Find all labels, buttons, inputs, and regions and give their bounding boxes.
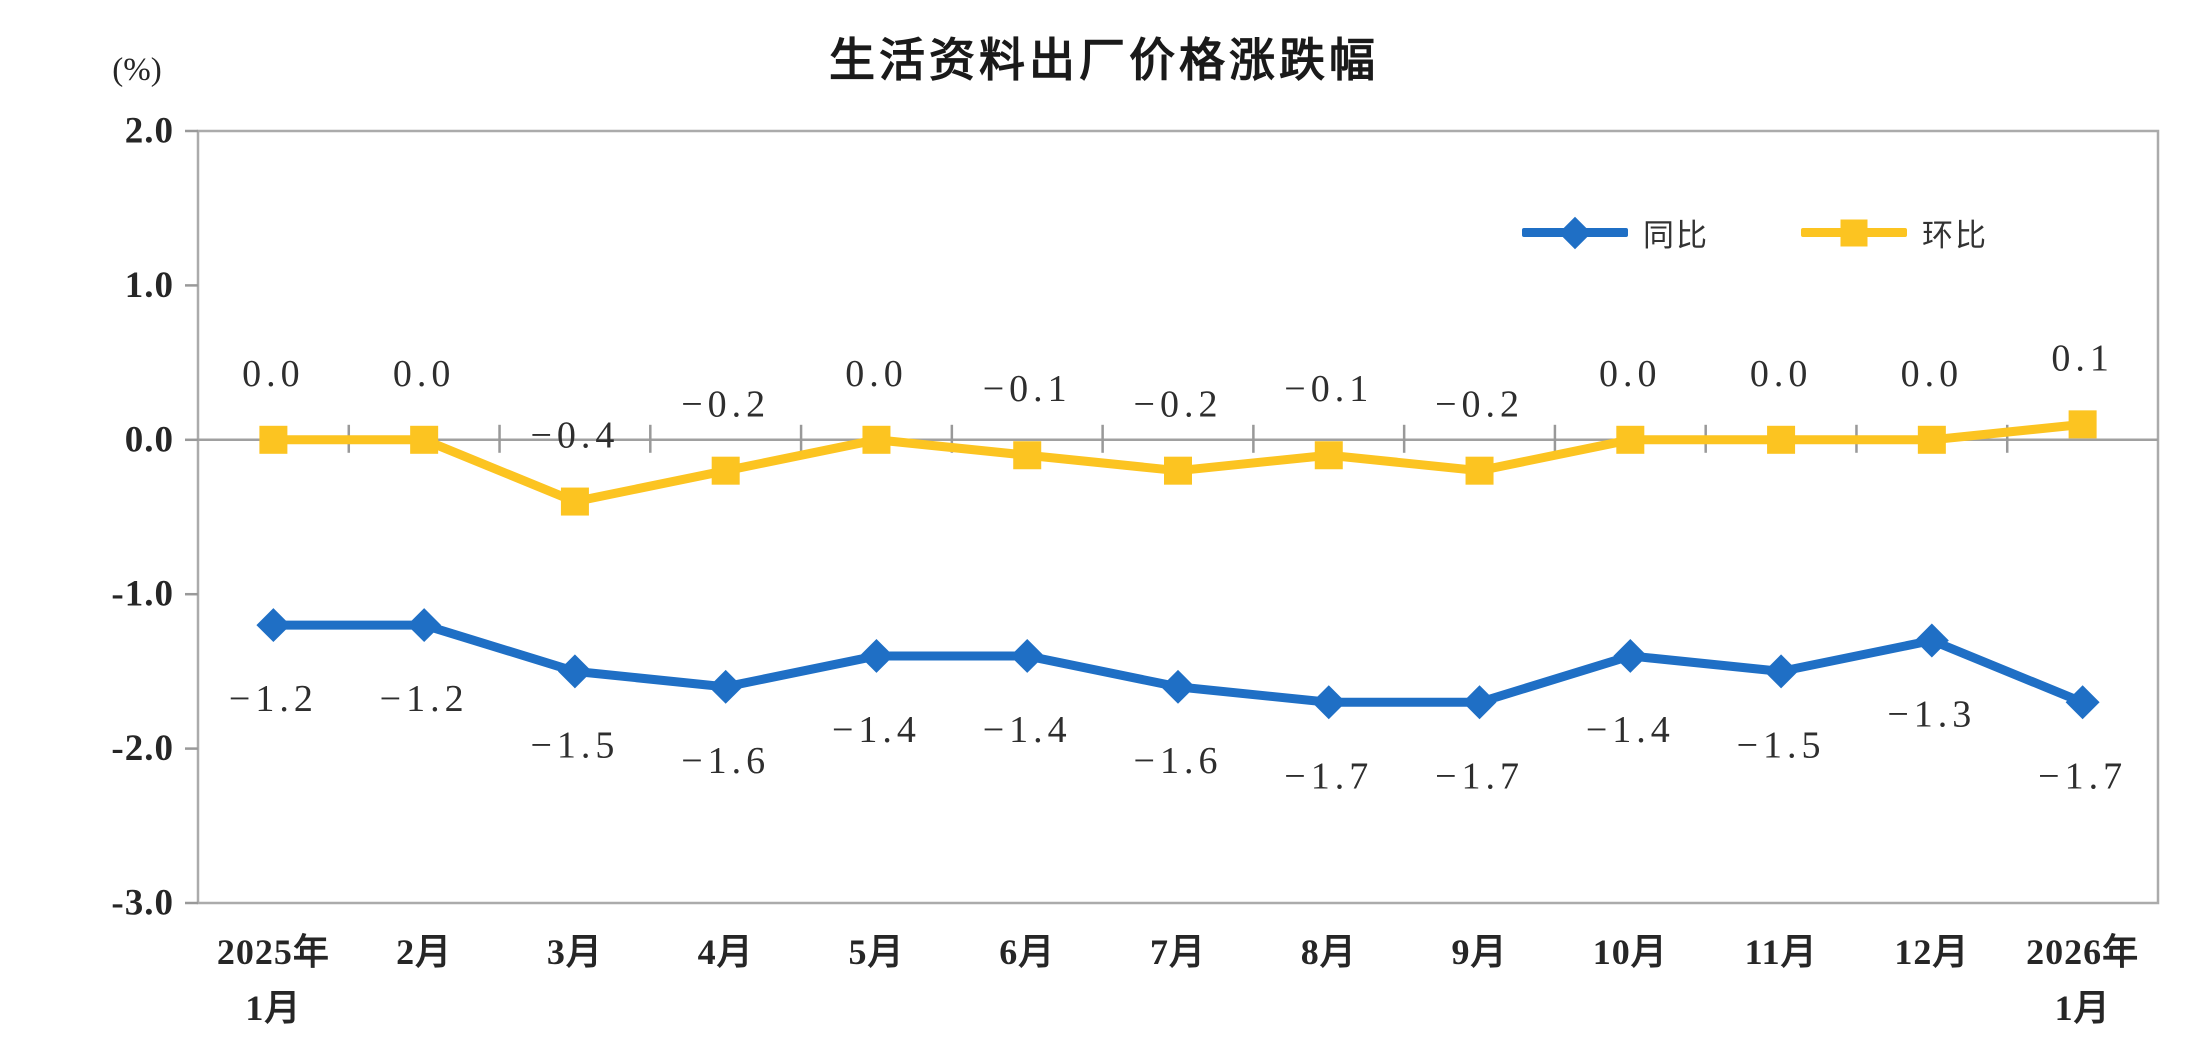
mom-marker	[1767, 425, 1796, 454]
yoy-legend-swatch	[1522, 216, 1628, 249]
mom-marker	[259, 425, 288, 454]
mom-data-label: 0.0	[242, 353, 305, 395]
mom-data-label: −0.1	[1284, 368, 1373, 410]
yoy-data-label: −1.5	[1737, 724, 1826, 766]
y-tick-label: 0.0	[125, 419, 174, 460]
legend-label-mom: 环比	[1922, 218, 1988, 253]
mom-data-label: 0.0	[393, 353, 456, 395]
mom-data-label: −0.2	[1435, 384, 1524, 426]
yoy-marker	[1311, 685, 1346, 720]
yoy-marker	[1462, 685, 1497, 720]
plot-border	[196, 129, 2160, 905]
x-axis-label: 2月	[396, 932, 452, 972]
legend: 同比 环比	[1522, 210, 1988, 255]
mom-marker	[560, 487, 589, 516]
yoy-marker	[1914, 623, 1949, 658]
mom-data-label: 0.0	[1599, 353, 1662, 395]
x-axis-label: 1月	[2055, 988, 2111, 1028]
yoy-data-label: −1.4	[832, 709, 921, 751]
mom-data-label: −0.2	[681, 384, 770, 426]
yoy-data-label: −1.3	[1887, 694, 1976, 736]
x-axis-label: 5月	[848, 932, 904, 972]
y-tick-label: -2.0	[111, 728, 174, 769]
legend-item-yoy: 同比	[1522, 210, 1709, 255]
x-axis-label: 2026年	[2026, 932, 2139, 972]
yoy-data-label: −1.2	[380, 678, 469, 720]
yoy-data-label: −1.4	[983, 709, 1072, 751]
legend-label-yoy: 同比	[1643, 218, 1709, 253]
x-axis-label: 11月	[1745, 932, 1818, 972]
x-axis-label: 9月	[1452, 932, 1508, 972]
yoy-marker	[407, 608, 442, 643]
mom-data-label: 0.0	[845, 353, 908, 395]
x-axis-label: 7月	[1150, 932, 1206, 972]
x-axis-label: 8月	[1301, 932, 1357, 972]
mom-data-label: 0.0	[1901, 353, 1964, 395]
mom-marker	[1013, 441, 1042, 470]
yoy-marker	[1161, 669, 1195, 704]
yoy-marker	[1764, 654, 1799, 689]
diamond-marker-icon	[1558, 216, 1592, 249]
x-axis-label: 2025年	[217, 932, 330, 972]
x-axis-label: 12月	[1894, 932, 1969, 972]
yoy-data-label: −1.4	[1586, 709, 1675, 751]
y-tick-label: -1.0	[111, 574, 174, 615]
yoy-marker	[859, 638, 894, 673]
yoy-marker	[1010, 638, 1045, 673]
yoy-marker	[1613, 638, 1648, 673]
yoy-data-label: −1.6	[1134, 740, 1223, 782]
yoy-data-label: −1.5	[530, 724, 619, 766]
yoy-data-label: −1.7	[1435, 755, 1524, 797]
x-axis-label: 3月	[547, 932, 603, 972]
x-axis-label: 6月	[999, 932, 1055, 972]
mom-data-label: 0.0	[1750, 353, 1813, 395]
yoy-data-label: −1.6	[681, 740, 770, 782]
mom-legend-swatch	[1801, 219, 1907, 246]
y-tick-label: -3.0	[111, 883, 174, 924]
mom-marker	[410, 425, 439, 454]
square-marker-icon	[1840, 219, 1868, 246]
y-tick-label: 1.0	[125, 265, 174, 306]
mom-marker	[1465, 456, 1494, 485]
legend-item-mom: 环比	[1801, 210, 1988, 255]
x-axis-label: 1月	[245, 988, 301, 1028]
yoy-data-label: −1.7	[1284, 755, 1373, 797]
yoy-marker	[256, 608, 291, 643]
mom-marker	[2068, 410, 2097, 439]
chart-title: 生活资料出厂价格涨跌幅	[829, 34, 1379, 86]
y-tick-label: 2.0	[125, 111, 174, 152]
mom-data-label: 0.1	[2051, 337, 2114, 379]
yoy-data-label: −1.7	[2038, 755, 2127, 797]
yoy-marker	[708, 669, 743, 704]
mom-data-label: −0.4	[530, 415, 619, 457]
mom-marker	[1314, 441, 1343, 470]
yoy-data-label: −1.2	[229, 678, 318, 720]
x-axis-label: 4月	[698, 932, 754, 972]
mom-marker	[1616, 425, 1645, 454]
mom-data-label: −0.2	[1134, 384, 1223, 426]
yoy-marker	[2065, 685, 2100, 720]
mom-marker	[1164, 456, 1192, 485]
yoy-marker	[557, 654, 592, 689]
mom-data-label: −0.1	[983, 368, 1072, 410]
mom-marker	[862, 425, 891, 454]
mom-marker	[1917, 425, 1946, 454]
mom-marker	[711, 456, 740, 485]
x-axis-label: 10月	[1593, 932, 1668, 972]
y-axis-unit-label: (%)	[112, 52, 162, 88]
